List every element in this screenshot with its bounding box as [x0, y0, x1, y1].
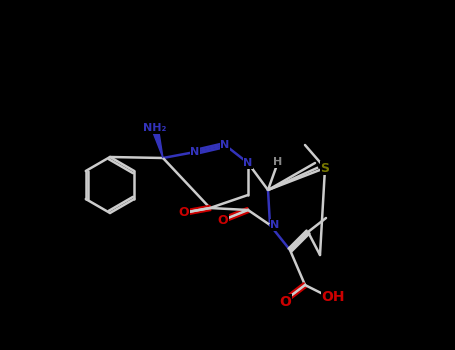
Text: N: N [270, 220, 280, 230]
Text: N: N [220, 140, 230, 150]
Text: S: S [320, 161, 329, 175]
Text: OH: OH [321, 290, 345, 304]
Text: O: O [179, 205, 189, 218]
Text: H: H [273, 157, 283, 167]
Text: O: O [217, 214, 228, 226]
Text: N: N [190, 147, 200, 157]
Text: N: N [243, 158, 253, 168]
Text: O: O [279, 295, 291, 309]
Text: NH₂: NH₂ [143, 123, 167, 133]
Polygon shape [152, 126, 163, 158]
